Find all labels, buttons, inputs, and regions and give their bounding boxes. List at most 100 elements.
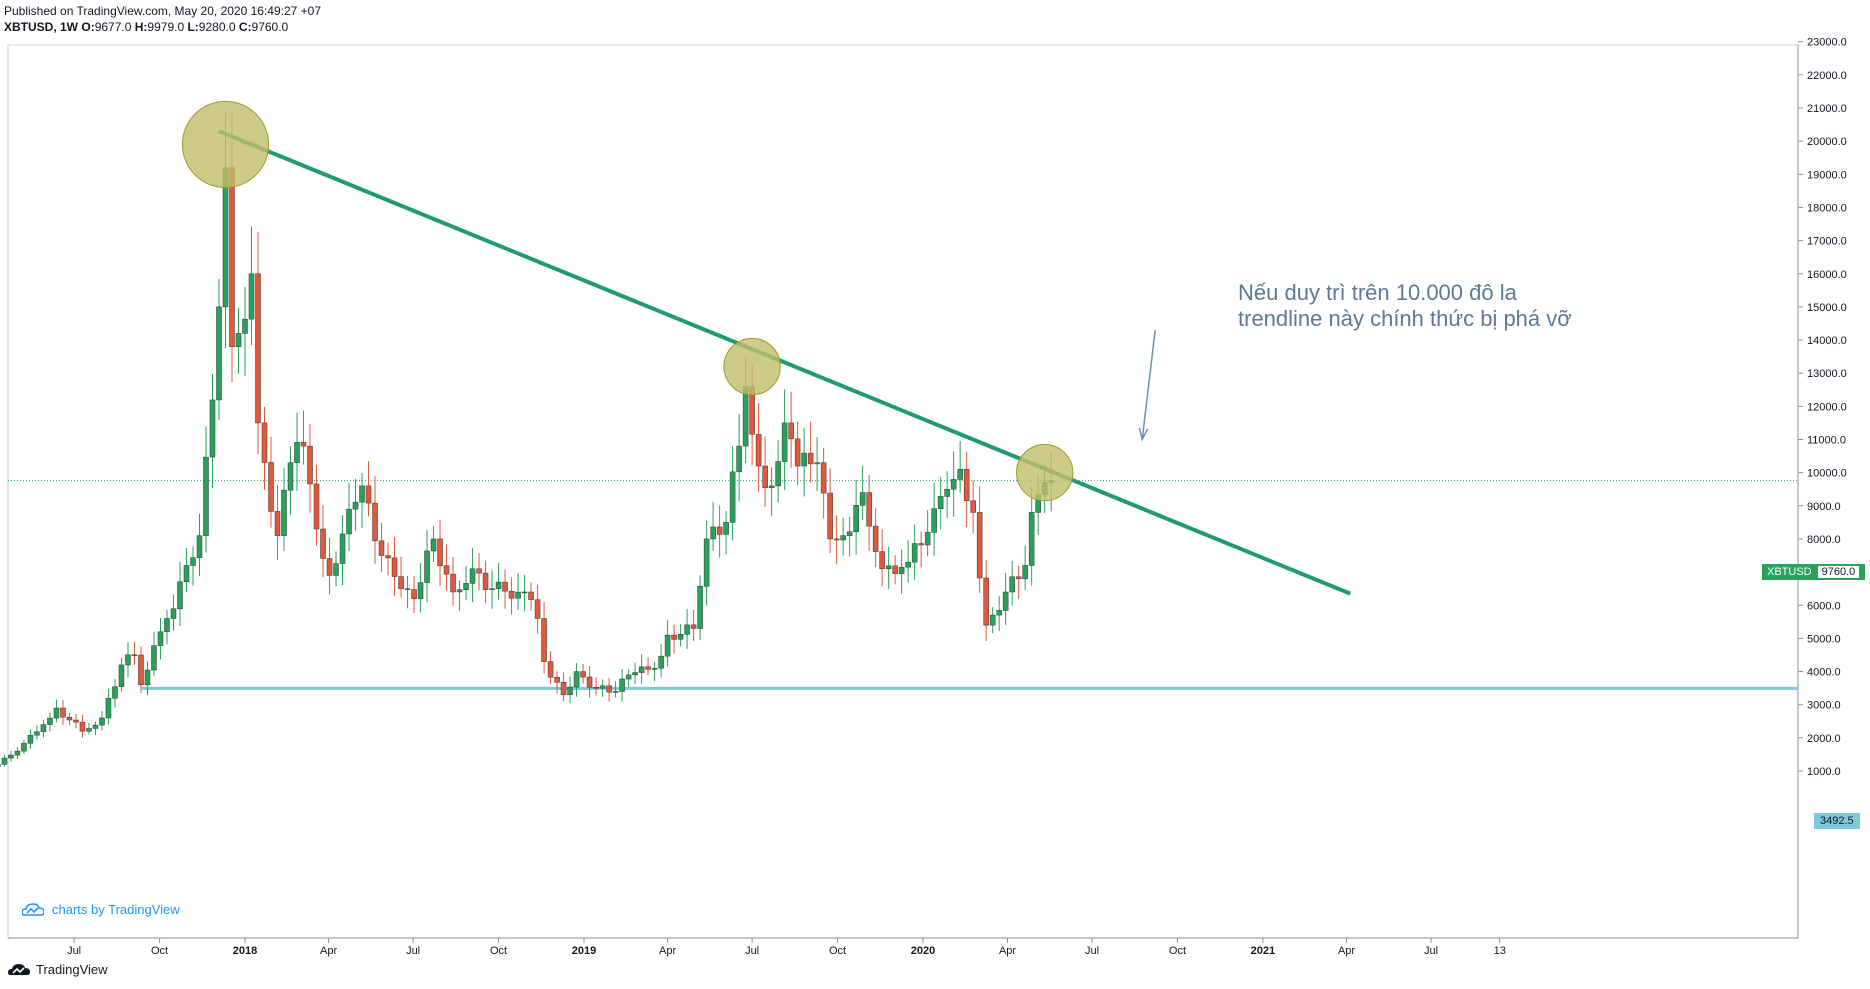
time-tick-label: Apr: [1338, 945, 1355, 957]
candle-body: [619, 678, 625, 692]
candle-body: [372, 502, 378, 542]
close-value: 9760.0: [251, 20, 289, 34]
candle-body: [79, 721, 86, 732]
candle-body: [177, 581, 183, 610]
candle-body: [970, 500, 976, 513]
candle-body: [872, 525, 879, 552]
candle-body: [820, 462, 827, 494]
watermark[interactable]: charts by TradingView: [22, 902, 180, 917]
time-tick-label: 13: [1494, 945, 1506, 957]
ohlc-legend: XBTUSD, 1W O:9677.0 H:9979.0 L:9280.0 C:…: [4, 20, 288, 34]
candle-body: [853, 505, 859, 533]
candle-body: [456, 589, 463, 593]
candle-body: [27, 734, 34, 744]
close-key: C:: [238, 20, 252, 34]
open-value: 9677.0: [94, 20, 132, 34]
candle-body: [996, 610, 1002, 616]
candle-body: [125, 654, 131, 666]
candle-body: [898, 566, 905, 574]
candles: [0, 112, 1054, 767]
published-info: Published on TradingView.com, May 20, 20…: [4, 4, 321, 18]
candle-body: [268, 462, 274, 512]
candle-body: [807, 452, 814, 465]
candle-body: [300, 442, 307, 447]
time-axis[interactable]: Jul Oct 2018 Apr Jul Oct 2019 Apr Jul Oct 2020 Apr J…: [67, 938, 1506, 957]
price-tick-label: 14000.0: [1807, 335, 1847, 347]
candle-body: [437, 538, 443, 567]
candle-body: [560, 681, 567, 696]
candle-body: [92, 724, 99, 729]
candle-body: [528, 591, 534, 600]
candle-body: [352, 501, 359, 510]
candle-body: [8, 754, 14, 759]
candle-body: [53, 707, 60, 719]
candle-body: [118, 664, 125, 688]
footer-brand[interactable]: TradingView: [8, 962, 108, 977]
candle-body: [112, 686, 118, 699]
candle-body: [918, 543, 924, 546]
candle-body: [417, 582, 424, 599]
candle-body: [190, 557, 196, 566]
candle-body: [690, 624, 697, 629]
candle-body: [320, 528, 326, 559]
candle-body: [21, 743, 27, 752]
price-tick-label: 9000.0: [1807, 501, 1841, 513]
trendline: [218, 129, 1351, 596]
price-tick-label: 10000.0: [1807, 468, 1847, 480]
candle-body: [541, 618, 547, 662]
candle-body: [138, 654, 144, 686]
price-tick-label: 22000.0: [1807, 70, 1847, 82]
low-value: 9280.0: [198, 20, 236, 34]
candle-body: [976, 512, 983, 579]
candle-body: [469, 568, 476, 584]
candle-body: [1015, 576, 1022, 580]
candle-body: [14, 750, 21, 756]
candle-body: [742, 386, 749, 447]
drawings[interactable]: [181, 100, 1351, 596]
candle-body: [833, 538, 840, 541]
candle-body: [729, 471, 736, 523]
candle-body: [580, 671, 586, 678]
candle-body: [274, 511, 281, 536]
watermark-text[interactable]: charts by TradingView: [52, 902, 180, 917]
candle-body: [365, 485, 372, 504]
candle-body: [554, 676, 560, 683]
candle-body: [684, 624, 690, 635]
candle-body: [989, 614, 996, 626]
candle-body: [788, 422, 794, 440]
candle-body: [482, 572, 489, 590]
time-tick-label: Oct: [829, 945, 846, 957]
candle-body: [957, 469, 963, 480]
candle-body: [34, 731, 40, 736]
price-tick-label: 5000.0: [1807, 633, 1841, 645]
last-price-symbol: XBTUSD: [1767, 566, 1812, 578]
footer-text[interactable]: TradingView: [36, 962, 108, 977]
price-tick-label: 12000.0: [1807, 401, 1847, 413]
candle-body: [60, 707, 66, 718]
symbol-label[interactable]: XBTUSD, 1W: [4, 20, 79, 34]
candle-body: [606, 685, 612, 693]
annotation-line-1: Nếu duy trì trên 10.000 đô la: [1238, 280, 1517, 305]
price-tick-label: 4000.0: [1807, 667, 1841, 679]
highlight-circle: [181, 100, 270, 189]
candle-body: [359, 485, 365, 503]
annotation-note[interactable]: Nếu duy trì trên 10.000 đô la trendline …: [1238, 280, 1572, 332]
candle-body: [762, 465, 768, 489]
candle-body: [703, 538, 710, 587]
candle-body: [495, 581, 502, 589]
candle-body: [950, 479, 957, 490]
candle-body: [775, 461, 781, 487]
reference-lines: [8, 480, 1798, 690]
candle-body: [40, 724, 47, 732]
candle-body: [378, 540, 385, 556]
candle-body: [424, 550, 430, 583]
candle-body: [463, 583, 469, 590]
last-price-value: 9760.0: [1817, 566, 1860, 578]
candle-body: [66, 716, 73, 721]
candle-body: [222, 167, 229, 308]
time-tick-label: Jul: [67, 945, 81, 957]
plot-frame: [7, 44, 1799, 939]
price-axis[interactable]: 1000.02000.03000.04000.05000.06000.07000…: [1798, 37, 1847, 778]
candle-body: [261, 422, 268, 463]
